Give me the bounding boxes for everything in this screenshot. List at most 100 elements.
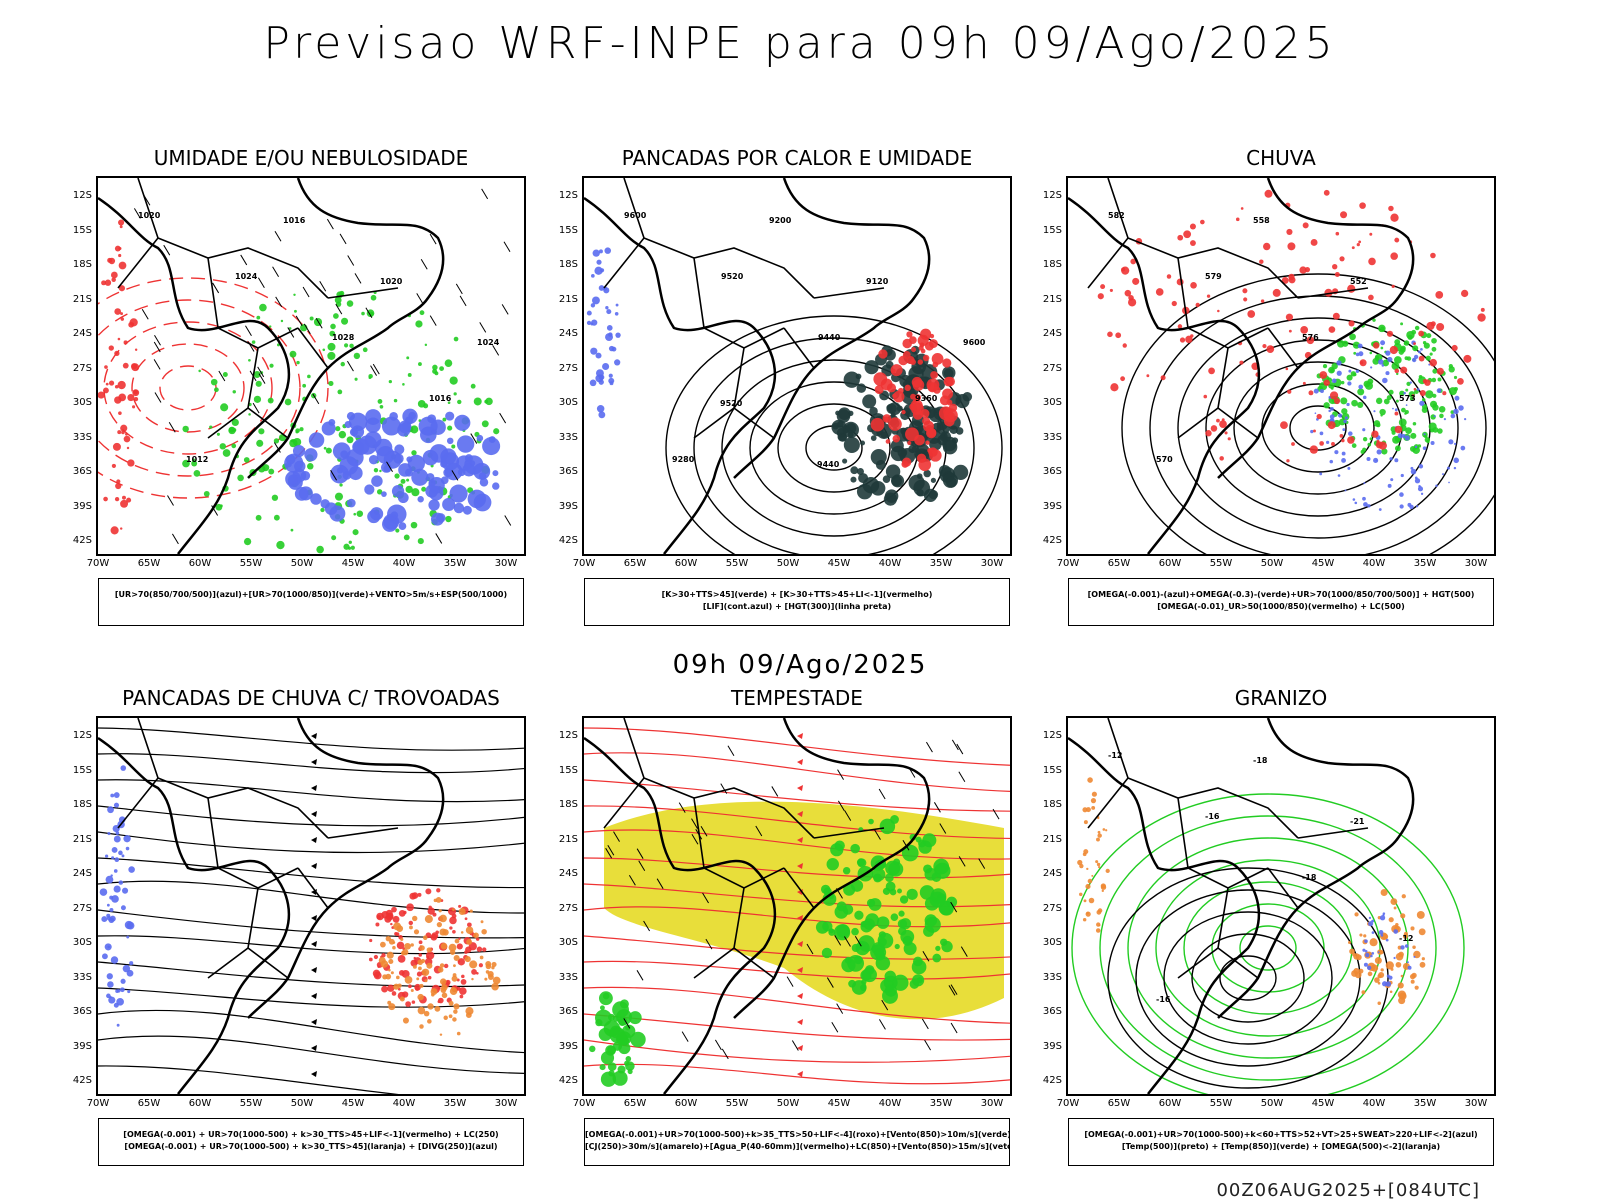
omega500-orange-west <box>1077 777 1110 933</box>
map-frame <box>96 716 526 1096</box>
latitude-tick: 30S <box>558 937 578 948</box>
latitude-tick: 24S <box>1042 328 1062 339</box>
legend-box: [OMEGA(-0.001)+UR>70(1000-500)+k>35_TTS>… <box>584 1118 1010 1166</box>
latitude-tick: 39S <box>72 1040 92 1052</box>
contour-labels: 582 579 576 573 570 558 552 <box>1108 211 1416 464</box>
latitude-tick: 30S <box>558 397 578 408</box>
contour-labels: 1020 1024 1028 1016 1012 1016 1020 1024 <box>138 211 500 464</box>
latitude-tick: 21S <box>72 293 92 305</box>
latitude-tick: 21S <box>558 293 578 305</box>
divg-blue <box>99 765 135 1027</box>
longitude-tick: 30W <box>1464 1098 1488 1109</box>
longitude-axis: 70W 65W 60W 55W 50W 45W 40W 35W 30W <box>87 1098 526 1112</box>
legend-box: [UR>70(850/700/500)](azul)+[UR>70(1000/8… <box>98 578 524 626</box>
wind850-vectors <box>605 739 1000 1060</box>
map-canvas: 9600 9520 9440 9360 9280 9200 9120 9600 9520 9440 <box>584 178 1003 554</box>
longitude-tick: 45W <box>827 1098 851 1109</box>
longitude-tick: 40W <box>392 1098 416 1109</box>
contour-label: 9200 <box>769 216 792 225</box>
contour-label: 1012 <box>186 455 208 464</box>
latitude-tick: 18S <box>558 799 578 810</box>
map-frame: 9600 9520 9440 9360 9280 9200 9120 9600 9520 9440 <box>582 176 1012 556</box>
contour-label: 552 <box>1350 277 1367 286</box>
coastline <box>1068 178 1415 554</box>
latitude-tick: 12S <box>558 730 578 741</box>
panel-title: TEMPESTADE <box>731 686 863 710</box>
contour-label: 9360 <box>915 394 938 403</box>
map-canvas: -12 -16 -18 -12 -16 -18 -21 <box>1068 718 1465 1094</box>
contour-label: 573 <box>1399 394 1416 403</box>
temp500-black <box>1107 867 1389 1089</box>
latitude-tick: 36S <box>72 1006 92 1017</box>
contour-label: 1020 <box>138 211 161 220</box>
coastline <box>1068 718 1415 1094</box>
latitude-tick: 18S <box>1042 799 1062 810</box>
latitude-tick: 12S <box>72 190 92 201</box>
country-borders <box>1087 178 1369 439</box>
longitude-tick: 65W <box>623 1098 647 1109</box>
longitude-axis: 70W 65W 60W 55W 50W 45W 40W 35W 30W <box>573 1098 1012 1112</box>
contour-label: -18 <box>1302 873 1317 882</box>
longitude-tick: 35W <box>929 558 953 569</box>
coastline <box>584 718 931 1094</box>
map-canvas: 582 579 576 573 570 558 552 <box>1068 178 1494 554</box>
contour-label: 1020 <box>380 277 403 286</box>
country-borders <box>117 178 399 439</box>
latitude-tick: 12S <box>1042 190 1062 201</box>
country-borders <box>603 178 885 439</box>
latitude-tick: 42S <box>72 535 92 546</box>
legend-line: [Temp(500)](preto) + [Temp(850)](verde) … <box>1121 1142 1441 1151</box>
latitude-tick: 36S <box>72 466 92 477</box>
contour-label: 1024 <box>235 272 258 281</box>
latitude-tick: 42S <box>558 1075 578 1086</box>
latitude-tick: 15S <box>558 224 578 236</box>
contour-label: -16 <box>1205 812 1220 821</box>
omega-green <box>1316 318 1458 455</box>
latitude-tick: 39S <box>1042 1040 1062 1052</box>
coastline <box>98 178 445 554</box>
legend-line: [OMEGA(-0.001)+UR>70(1000-500)+k>35_TTS>… <box>585 1130 1009 1139</box>
longitude-axis: 70W 65W 60W 55W 50W 45W 40W 35W 30W <box>1057 1098 1496 1112</box>
contour-label: 1016 <box>283 216 306 225</box>
latitude-tick: 15S <box>72 764 92 776</box>
longitude-tick: 65W <box>1107 558 1131 569</box>
legend-box: [K>30+TTS>45](verde) + [K>30+TTS>45+LI<-… <box>584 578 1010 626</box>
panel-title: PANCADAS POR CALOR E UMIDADE <box>621 146 973 170</box>
pressure-contours-red <box>98 277 329 499</box>
latitude-tick: 33S <box>558 431 578 443</box>
latitude-tick: 27S <box>1042 902 1062 914</box>
lif-blue <box>586 247 621 419</box>
contour-label: -21 <box>1350 817 1365 826</box>
longitude-tick: 40W <box>878 558 902 569</box>
map-frame: 582 579 576 573 570 558 552 <box>1066 176 1496 556</box>
longitude-tick: 50W <box>776 1098 800 1109</box>
legend-line: [OMEGA(-0.01)_UR>50(1000/850)(vermelho) … <box>1157 602 1405 611</box>
latitude-tick: 15S <box>558 764 578 776</box>
contour-label: 9600 <box>963 338 986 347</box>
latitude-tick: 30S <box>1042 937 1062 948</box>
longitude-tick: 55W <box>725 558 749 569</box>
latitude-tick: 18S <box>72 799 92 810</box>
panel-title: GRANIZO <box>1234 686 1328 710</box>
contour-label: -18 <box>1253 756 1268 765</box>
longitude-tick: 70W <box>86 1098 110 1109</box>
latitude-tick: 18S <box>1042 259 1062 270</box>
longitude-tick: 55W <box>239 558 263 569</box>
longitude-tick: 50W <box>290 1098 314 1109</box>
latitude-tick: 30S <box>72 397 92 408</box>
longitude-tick: 55W <box>1209 558 1233 569</box>
latitude-tick: 33S <box>1042 971 1062 983</box>
latitude-tick: 42S <box>558 535 578 546</box>
longitude-axis: 70W 65W 60W 55W 50W 45W 40W 35W 30W <box>1057 558 1496 572</box>
hail-blue <box>1362 912 1416 987</box>
map-canvas: 1020 1024 1028 1016 1012 1016 1020 1024 <box>98 178 512 554</box>
latitude-tick: 33S <box>72 971 92 983</box>
main-title: Previsao WRF-INPE para 09h 09/Ago/2025 <box>263 18 1337 69</box>
latitude-tick: 24S <box>72 868 92 879</box>
longitude-tick: 65W <box>1107 1098 1131 1109</box>
legend-line: [UR>70(850/700/500)](azul)+[UR>70(1000/8… <box>114 590 508 599</box>
longitude-tick: 60W <box>1158 558 1182 569</box>
longitude-tick: 70W <box>572 1098 596 1109</box>
map-frame: -12 -16 -18 -12 -16 -18 -21 <box>1066 716 1496 1096</box>
contour-label: -16 <box>1156 995 1171 1004</box>
